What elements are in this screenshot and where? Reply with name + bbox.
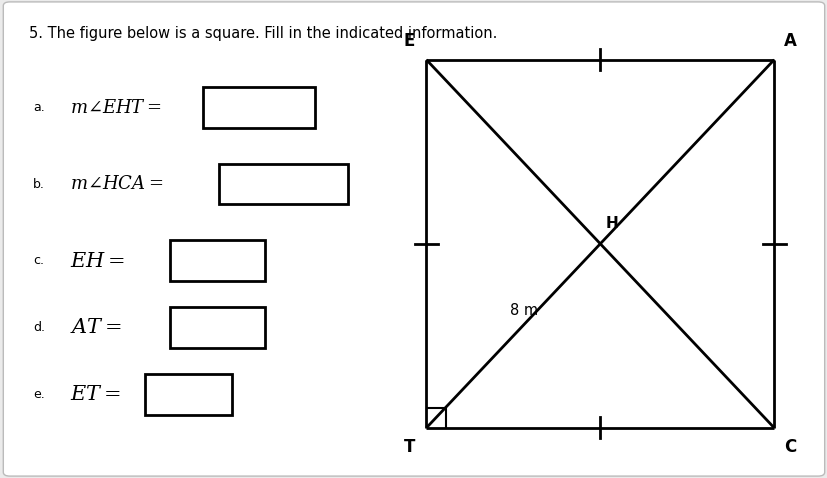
Text: $ET =$: $ET =$ — [70, 384, 121, 404]
Text: $m\angle EHT =$: $m\angle EHT =$ — [70, 98, 162, 117]
Text: e.: e. — [33, 388, 45, 401]
Text: C: C — [783, 438, 795, 456]
Text: $EH =$: $EH =$ — [70, 250, 126, 271]
Text: a.: a. — [33, 101, 45, 114]
Bar — [203, 87, 314, 128]
Text: T: T — [403, 438, 414, 456]
Text: 5. The figure below is a square. Fill in the indicated information.: 5. The figure below is a square. Fill in… — [29, 26, 497, 41]
Text: b.: b. — [33, 177, 45, 191]
Text: $AT =$: $AT =$ — [70, 317, 122, 337]
Bar — [145, 374, 232, 415]
Text: 8 m: 8 m — [509, 303, 538, 317]
Text: c.: c. — [33, 254, 44, 267]
Text: H: H — [605, 216, 618, 231]
Bar — [170, 240, 265, 281]
Bar — [219, 163, 347, 205]
Text: A: A — [783, 32, 796, 50]
Bar — [170, 307, 265, 348]
Text: E: E — [403, 32, 414, 50]
Text: $m\angle HCA =$: $m\angle HCA =$ — [70, 175, 164, 193]
Text: d.: d. — [33, 321, 45, 334]
FancyBboxPatch shape — [3, 2, 824, 476]
